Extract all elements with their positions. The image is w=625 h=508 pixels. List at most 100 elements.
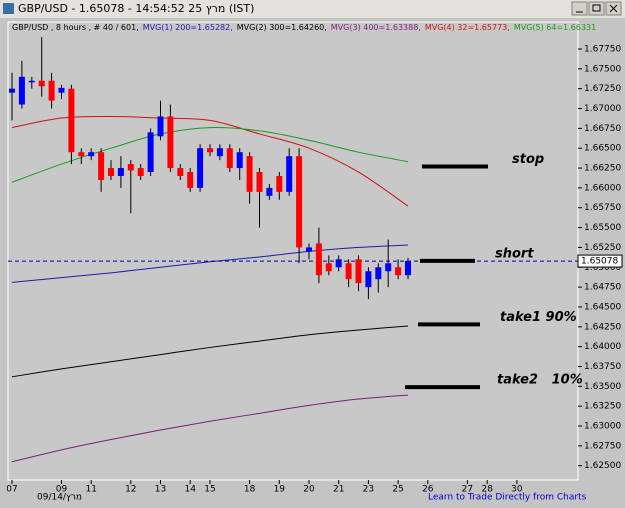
y-tick-label: 1.65750: [584, 203, 621, 213]
footer-link[interactable]: Learn to Trade Directly from Charts: [428, 493, 587, 503]
y-tick-label: 1.63750: [584, 362, 621, 372]
x-tick-label: 28: [481, 485, 493, 495]
candle-body: [236, 152, 243, 169]
x-tick-label: 18: [244, 485, 256, 495]
candle-body: [108, 168, 114, 176]
candle-body: [395, 267, 402, 276]
legend-entry: MVG(1) 200=1.65282,: [143, 23, 233, 32]
candle-body: [137, 168, 144, 176]
x-tick-label: 21: [333, 485, 344, 495]
y-tick-label: 1.66750: [584, 124, 621, 134]
last-price-box: [577, 254, 623, 268]
candle-body: [117, 168, 124, 176]
info-prefix: GBP/USD , 8 hours , # 40 / 601,: [12, 23, 139, 32]
y-tick-label: 1.63500: [584, 382, 621, 392]
window-buttons[interactable]: [571, 1, 622, 16]
y-tick-label: 1.66000: [584, 183, 621, 193]
candle-body: [325, 263, 332, 272]
x-tick-label: 11: [85, 485, 96, 495]
candle-body: [405, 260, 411, 276]
x-tick-label: 27: [462, 485, 473, 495]
y-tick-label: 1.64000: [584, 342, 621, 352]
y-tick-label: 1.65000: [584, 263, 621, 273]
x-tick-label: 23: [363, 485, 374, 495]
moving-average: [11, 244, 409, 283]
candle-body: [127, 164, 134, 171]
moving-average: [11, 394, 409, 463]
candle-body: [167, 116, 174, 169]
window-title: GBP/USD - 1.65078 - 14:54:52 25 מרץ (IST…: [18, 2, 254, 15]
candle-body: [78, 152, 85, 157]
title-bar: [0, 0, 625, 18]
candle-body: [306, 247, 312, 252]
x-tick-label: 12: [125, 485, 136, 495]
x-tick-label: 14: [184, 485, 196, 495]
legend-entry: MVG(2) 300=1.64260,: [237, 23, 327, 32]
candle-body: [28, 80, 35, 83]
moving-average: [11, 115, 409, 207]
level-label: take2 10%: [497, 373, 583, 388]
y-tick-label: 1.67000: [584, 104, 621, 114]
y-tick-label: 1.63250: [584, 402, 621, 412]
x-tick-label: 19: [274, 485, 286, 495]
y-tick-label: 1.63000: [584, 422, 621, 432]
x-tick-label: 25: [392, 485, 403, 495]
moving-average: [11, 126, 409, 183]
candle-body: [38, 80, 45, 87]
y-tick-label: 1.67250: [584, 84, 621, 94]
x-tick-label: 07: [6, 485, 17, 495]
legend-entry: MVG(5) 64=1.66331: [514, 23, 596, 32]
candle-body: [88, 152, 95, 157]
plot-area: [7, 21, 579, 481]
candle-body: [385, 263, 392, 272]
candle-body: [197, 148, 204, 188]
candle-body: [98, 152, 105, 180]
x-tick-label: 13: [155, 485, 166, 495]
candle-body: [276, 175, 283, 192]
candle-body: [58, 87, 65, 93]
candle-body: [226, 148, 233, 169]
window-icon: [3, 3, 14, 14]
x-tick-label: 15: [204, 485, 215, 495]
candle-body: [48, 80, 55, 101]
candle-body: [246, 156, 253, 192]
candle-body: [216, 148, 223, 157]
candle-body: [18, 76, 25, 105]
candle-body: [256, 172, 263, 192]
y-tick-label: 1.64250: [584, 322, 621, 332]
candle-body: [296, 156, 303, 248]
y-tick-label: 1.64500: [584, 302, 621, 312]
last-price-label: 1.65078: [581, 257, 618, 267]
candle-body: [68, 88, 75, 153]
y-tick-label: 1.62750: [584, 441, 621, 451]
candle-body: [365, 271, 372, 288]
candle-body: [9, 88, 15, 93]
legend-entry: MVG(3) 400=1.63388,: [331, 23, 421, 32]
x-tick-label: 26: [422, 485, 434, 495]
candle-body: [375, 267, 382, 280]
candle-body: [177, 168, 184, 176]
candle-body: [266, 187, 273, 196]
legend-entry: MVG(4) 32=1.65773,: [425, 23, 510, 32]
y-tick-label: 1.67500: [584, 64, 621, 74]
level-label: stop: [512, 152, 544, 167]
x-tick-label: 09: [56, 485, 68, 495]
candle-body: [315, 243, 322, 276]
y-tick-label: 1.65250: [584, 243, 621, 253]
x-tick-label: 30: [511, 485, 523, 495]
y-tick-label: 1.65500: [584, 223, 621, 233]
candle-body: [355, 259, 362, 284]
candle-body: [335, 259, 342, 268]
candle-body: [157, 116, 164, 137]
date-label: 09/14/מרץ: [37, 493, 82, 503]
moving-average: [11, 325, 409, 378]
y-tick-label: 1.66500: [584, 144, 621, 154]
y-tick-label: 1.66250: [584, 164, 621, 174]
level-label: take1 90%: [500, 310, 577, 325]
info-line: GBP/USD , 8 hours , # 40 / 601, MVG(1) 20…: [12, 23, 596, 32]
candle-body: [147, 132, 154, 173]
candle-body: [187, 172, 194, 188]
candle-body: [286, 156, 293, 192]
y-tick-label: 1.62500: [584, 461, 621, 471]
